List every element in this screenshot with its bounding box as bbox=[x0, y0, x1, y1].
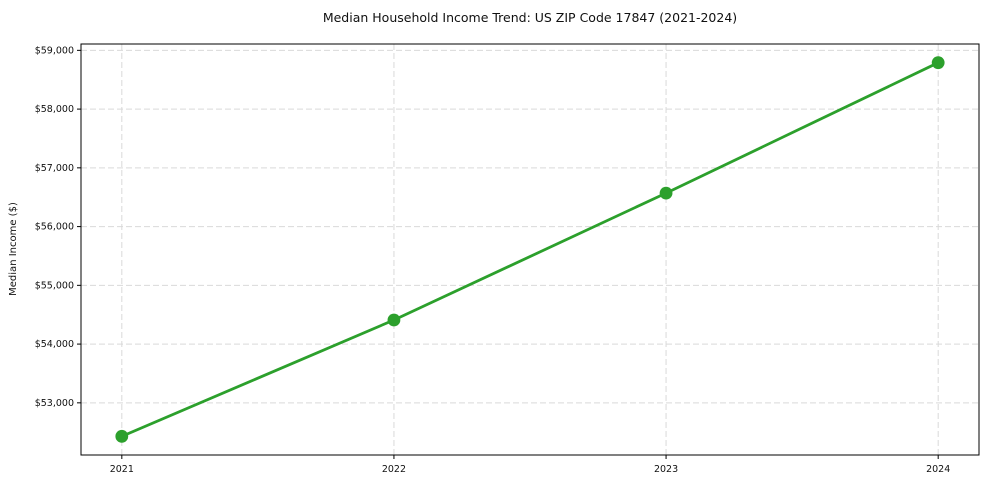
y-tick-label: $55,000 bbox=[35, 280, 74, 291]
y-axis-label: Median Income ($) bbox=[8, 202, 19, 296]
trend-line bbox=[120, 61, 940, 438]
y-tick-label: $58,000 bbox=[35, 104, 74, 115]
plot-border bbox=[80, 43, 980, 456]
y-tick-label: $53,000 bbox=[35, 398, 74, 409]
y-tick-label: $54,000 bbox=[35, 339, 74, 350]
data-point-2024 bbox=[931, 56, 945, 70]
data-point-2021 bbox=[115, 429, 129, 443]
x-tick-label: 2024 bbox=[926, 464, 950, 475]
chart-title: Median Household Income Trend: US ZIP Co… bbox=[323, 10, 737, 25]
x-tick-label: 2023 bbox=[654, 464, 678, 475]
x-tick-label: 2021 bbox=[110, 464, 134, 475]
y-tick-label: $57,000 bbox=[35, 163, 74, 174]
x-tick-label: 2022 bbox=[382, 464, 406, 475]
y-tick-label: $56,000 bbox=[35, 222, 74, 233]
plot-area: $53,000 $54,000 $55,000 $56,000 $57,000 $58,0… bbox=[35, 43, 980, 475]
y-tick-label: $59,000 bbox=[35, 45, 74, 56]
data-point-2022 bbox=[387, 313, 401, 327]
data-point-2023 bbox=[659, 186, 673, 200]
